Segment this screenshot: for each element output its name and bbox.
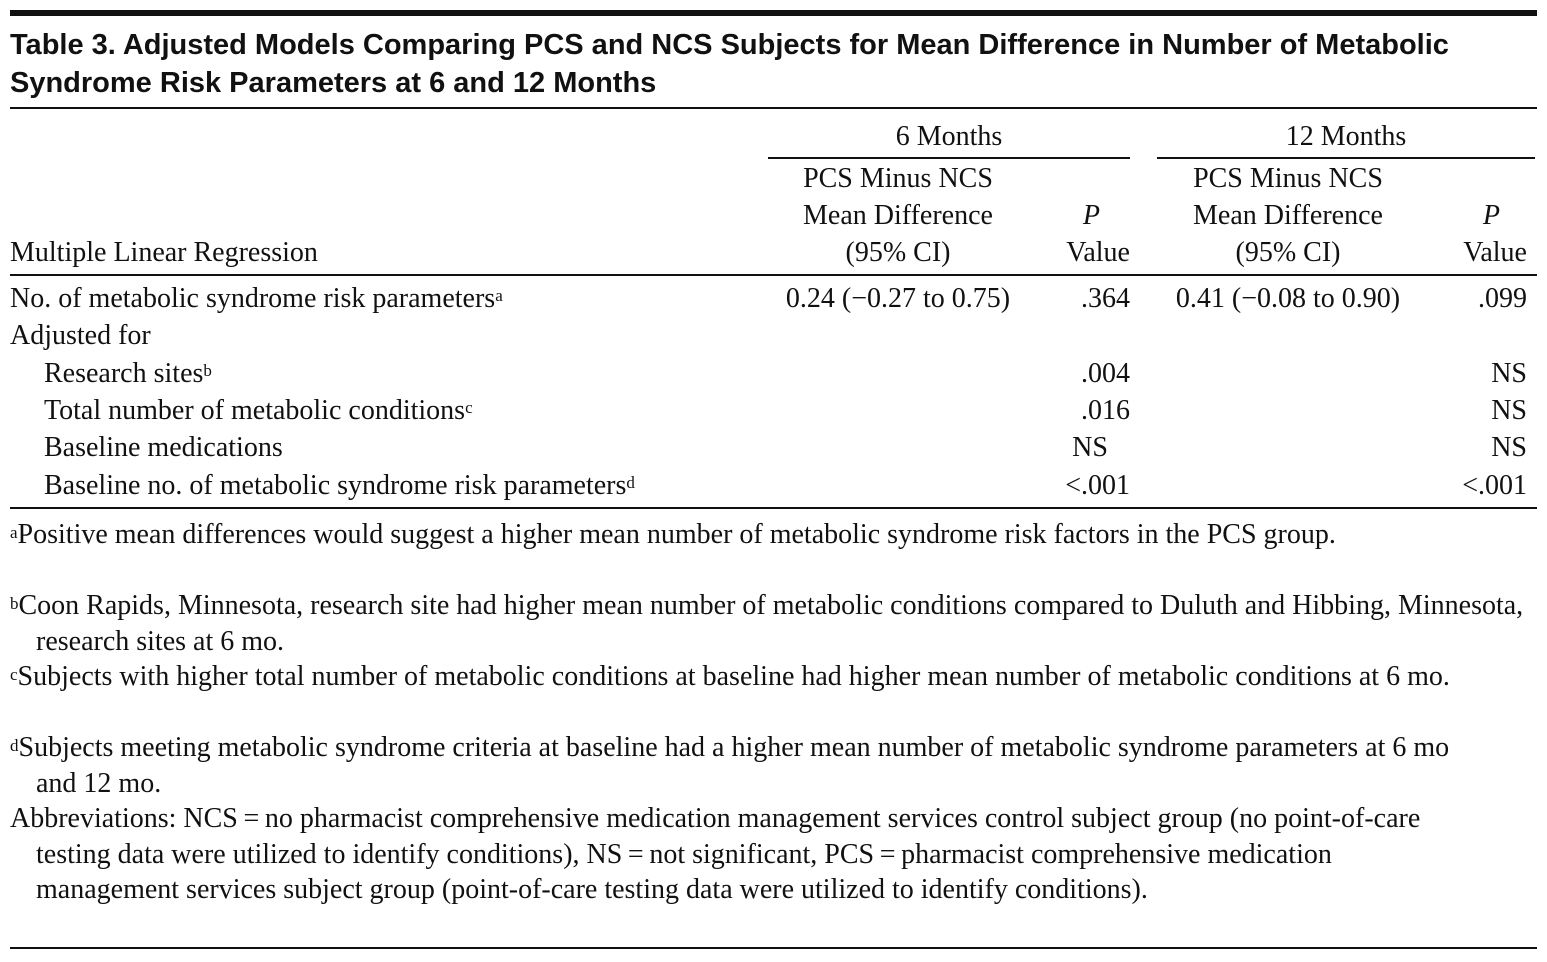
- header-diff12-l1: PCS Minus NCS: [1193, 163, 1383, 194]
- row-label: Research sitesb: [44, 358, 212, 389]
- header-diff6-l3: (95% CI): [845, 237, 951, 268]
- p-12mo: .099: [1478, 283, 1527, 314]
- header-6-months: 6 Months: [895, 121, 1003, 152]
- row-label: Baseline no. of metabolic syndrome risk …: [44, 470, 635, 501]
- header-diff12-l3: (95% CI): [1235, 237, 1341, 268]
- row-label: Total number of metabolic conditionsc: [44, 395, 473, 426]
- p-12mo: NS: [1491, 358, 1527, 389]
- abbreviations-note: Abbreviations: NCS = no pharmacist compr…: [10, 803, 1421, 905]
- row-label: Adjusted for: [10, 320, 151, 351]
- header-p6-l1: P: [1082, 200, 1100, 231]
- diff-6mo: 0.24 (−0.27 to 0.75): [785, 283, 1011, 314]
- title-rule: [10, 107, 1537, 109]
- body-rule: [10, 507, 1537, 509]
- p-6mo: .016: [1081, 395, 1130, 426]
- footnote-b: bCoon Rapids, Minnesota, research site h…: [10, 590, 1524, 657]
- header-p12-l2: Value: [1463, 237, 1527, 268]
- header-diff6-l2: Mean Difference: [803, 200, 993, 231]
- top-rule: [10, 10, 1537, 16]
- footnote-c: cSubjects with higher total number of me…: [10, 661, 1450, 692]
- p-6mo: <.001: [1065, 470, 1130, 501]
- footnote-a: aPositive mean differences would suggest…: [10, 519, 1336, 550]
- bottom-rule: [10, 947, 1537, 949]
- rule-12-months: [1157, 157, 1535, 159]
- p-12mo: NS: [1491, 432, 1527, 463]
- header-p6-l2: Value: [1066, 237, 1130, 268]
- p-6mo: .364: [1081, 283, 1130, 314]
- diff-12mo: 0.41 (−0.08 to 0.90): [1175, 283, 1401, 314]
- header-diff12-l2: Mean Difference: [1193, 200, 1383, 231]
- header-row-label: Multiple Linear Regression: [10, 237, 318, 268]
- footnote-d: dSubjects meeting metabolic syndrome cri…: [10, 732, 1450, 799]
- rule-6-months: [768, 157, 1130, 159]
- p-6mo: .004: [1081, 358, 1130, 389]
- row-label: No. of metabolic syndrome risk parameter…: [10, 283, 503, 314]
- header-p12-l1: P: [1482, 200, 1500, 231]
- p-6mo: NS: [1072, 432, 1108, 463]
- table-title: Table 3. Adjusted Models Comparing PCS a…: [10, 29, 1449, 99]
- header-diff6-l1: PCS Minus NCS: [803, 163, 993, 194]
- row-label: Baseline medications: [44, 432, 283, 463]
- header-rule: [10, 274, 1537, 276]
- header-12-months: 12 Months: [1285, 121, 1407, 152]
- p-12mo: NS: [1491, 395, 1527, 426]
- p-12mo: <.001: [1462, 470, 1527, 501]
